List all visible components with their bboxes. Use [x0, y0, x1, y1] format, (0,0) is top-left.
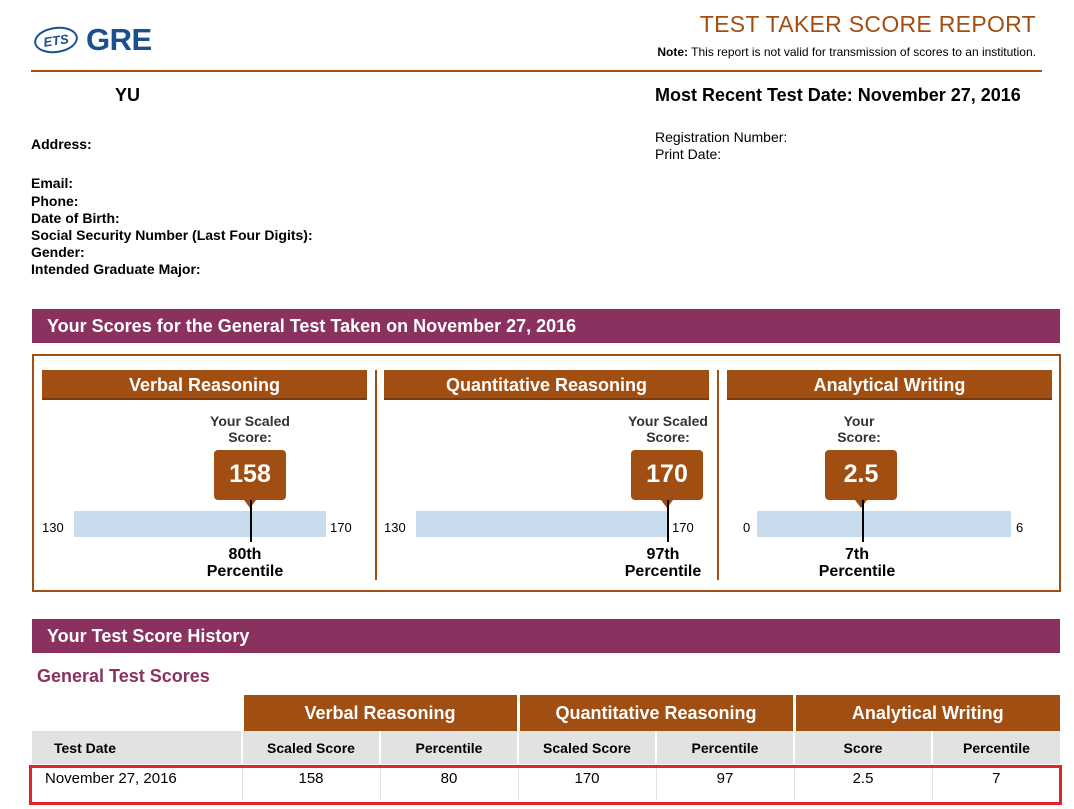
history-group-quant: Quantitative Reasoning [516, 695, 795, 731]
col-verbal-percentile: Percentile [379, 731, 518, 764]
history-group-verbal: Verbal Reasoning [240, 695, 518, 731]
row-writing-score: 2.5 [793, 764, 933, 800]
writing-panel-title: Analytical Writing [727, 370, 1052, 400]
writing-scale-min: 0 [743, 520, 751, 535]
most-recent-test-date: Most Recent Test Date: November 27, 2016 [655, 85, 1021, 105]
verbal-scale-max: 170 [330, 520, 352, 535]
quant-panel-title: Quantitative Reasoning [384, 370, 709, 400]
writing-score-panel: Analytical Writing Your Score: 2.5 0 6 7t… [727, 370, 1052, 585]
score-history-table: Verbal Reasoning Quantitative Reasoning … [32, 695, 1061, 800]
quant-score-marker [667, 500, 669, 542]
row-quant-scaled: 170 [517, 764, 656, 800]
quant-scale-min: 130 [384, 520, 406, 535]
history-blank-head [32, 695, 242, 731]
row-test-date: November 27, 2016 [45, 770, 177, 787]
writing-score-marker [862, 500, 864, 542]
gender-label: Gender: [31, 244, 85, 260]
verbal-score-panel: Verbal Reasoning Your Scaled Score: 158 1… [42, 370, 367, 585]
row-highlight-box [29, 765, 1062, 805]
dob-label: Date of Birth: [31, 210, 120, 226]
col-verbal-scaled: Scaled Score [241, 731, 380, 764]
scores-box: Verbal Reasoning Your Scaled Score: 158 1… [32, 354, 1061, 592]
writing-scale-max: 6 [1016, 520, 1024, 535]
table-row: November 27, 2016 158 80 170 97 2.5 7 [32, 764, 1061, 800]
verbal-score-marker [250, 500, 252, 542]
panel-divider [717, 370, 719, 580]
phone-label: Phone: [31, 193, 79, 209]
history-subheading: General Test Scores [37, 666, 210, 686]
col-quant-scaled: Scaled Score [517, 731, 656, 764]
quant-score-panel: Quantitative Reasoning Your Scaled Score:… [384, 370, 709, 585]
address-label: Address: [31, 136, 92, 152]
writing-percentile: 7th Percentile [818, 546, 896, 580]
col-quant-percentile: Percentile [654, 731, 795, 764]
panel-divider [375, 370, 377, 580]
verbal-percentile: 80th Percentile [206, 546, 284, 580]
major-label: Intended Graduate Major: [31, 261, 201, 277]
gre-wordmark: GRE [86, 22, 152, 57]
scores-banner: Your Scores for the General Test Taken o… [32, 309, 1060, 343]
candidate-name: YU [115, 85, 141, 105]
row-quant-percentile: 97 [655, 764, 795, 800]
writing-score-value: 2.5 [825, 450, 897, 508]
gre-logo: ETS GRE [32, 22, 152, 58]
verbal-scale-min: 130 [42, 520, 64, 535]
email-label: Email: [31, 175, 74, 191]
ets-logo-icon: ETS [32, 24, 80, 56]
quant-scale-bar [416, 511, 668, 537]
col-test-date: Test Date [32, 731, 242, 764]
verbal-score-label: Your Scaled Score: [210, 413, 290, 445]
report-note: Note: This report is not valid for trans… [657, 45, 1036, 59]
print-date-label: Print Date: [655, 146, 722, 162]
quant-scale-max: 170 [672, 520, 694, 535]
header-divider [31, 70, 1042, 72]
quant-score-value: 170 [631, 450, 703, 508]
row-writing-percentile: 7 [931, 764, 1061, 800]
verbal-score-value: 158 [214, 450, 286, 508]
col-writing-percentile: Percentile [931, 731, 1061, 764]
quant-score-label: Your Scaled Score: [628, 413, 708, 445]
col-writing-score: Score [793, 731, 933, 764]
writing-score-label: Your Score: [837, 413, 881, 445]
registration-number-label: Registration Number: [655, 129, 788, 145]
writing-scale-bar [757, 511, 1011, 537]
verbal-scale-bar [74, 511, 326, 537]
history-banner: Your Test Score History [32, 619, 1060, 653]
row-verbal-percentile: 80 [379, 764, 518, 800]
history-group-writing: Analytical Writing [792, 695, 1061, 731]
row-verbal-scaled: 158 [241, 764, 380, 800]
verbal-panel-title: Verbal Reasoning [42, 370, 367, 400]
report-title: TEST TAKER SCORE REPORT [699, 11, 1036, 37]
quant-percentile: 97th Percentile [624, 546, 702, 580]
ssn-label: Social Security Number (Last Four Digits… [31, 227, 313, 243]
